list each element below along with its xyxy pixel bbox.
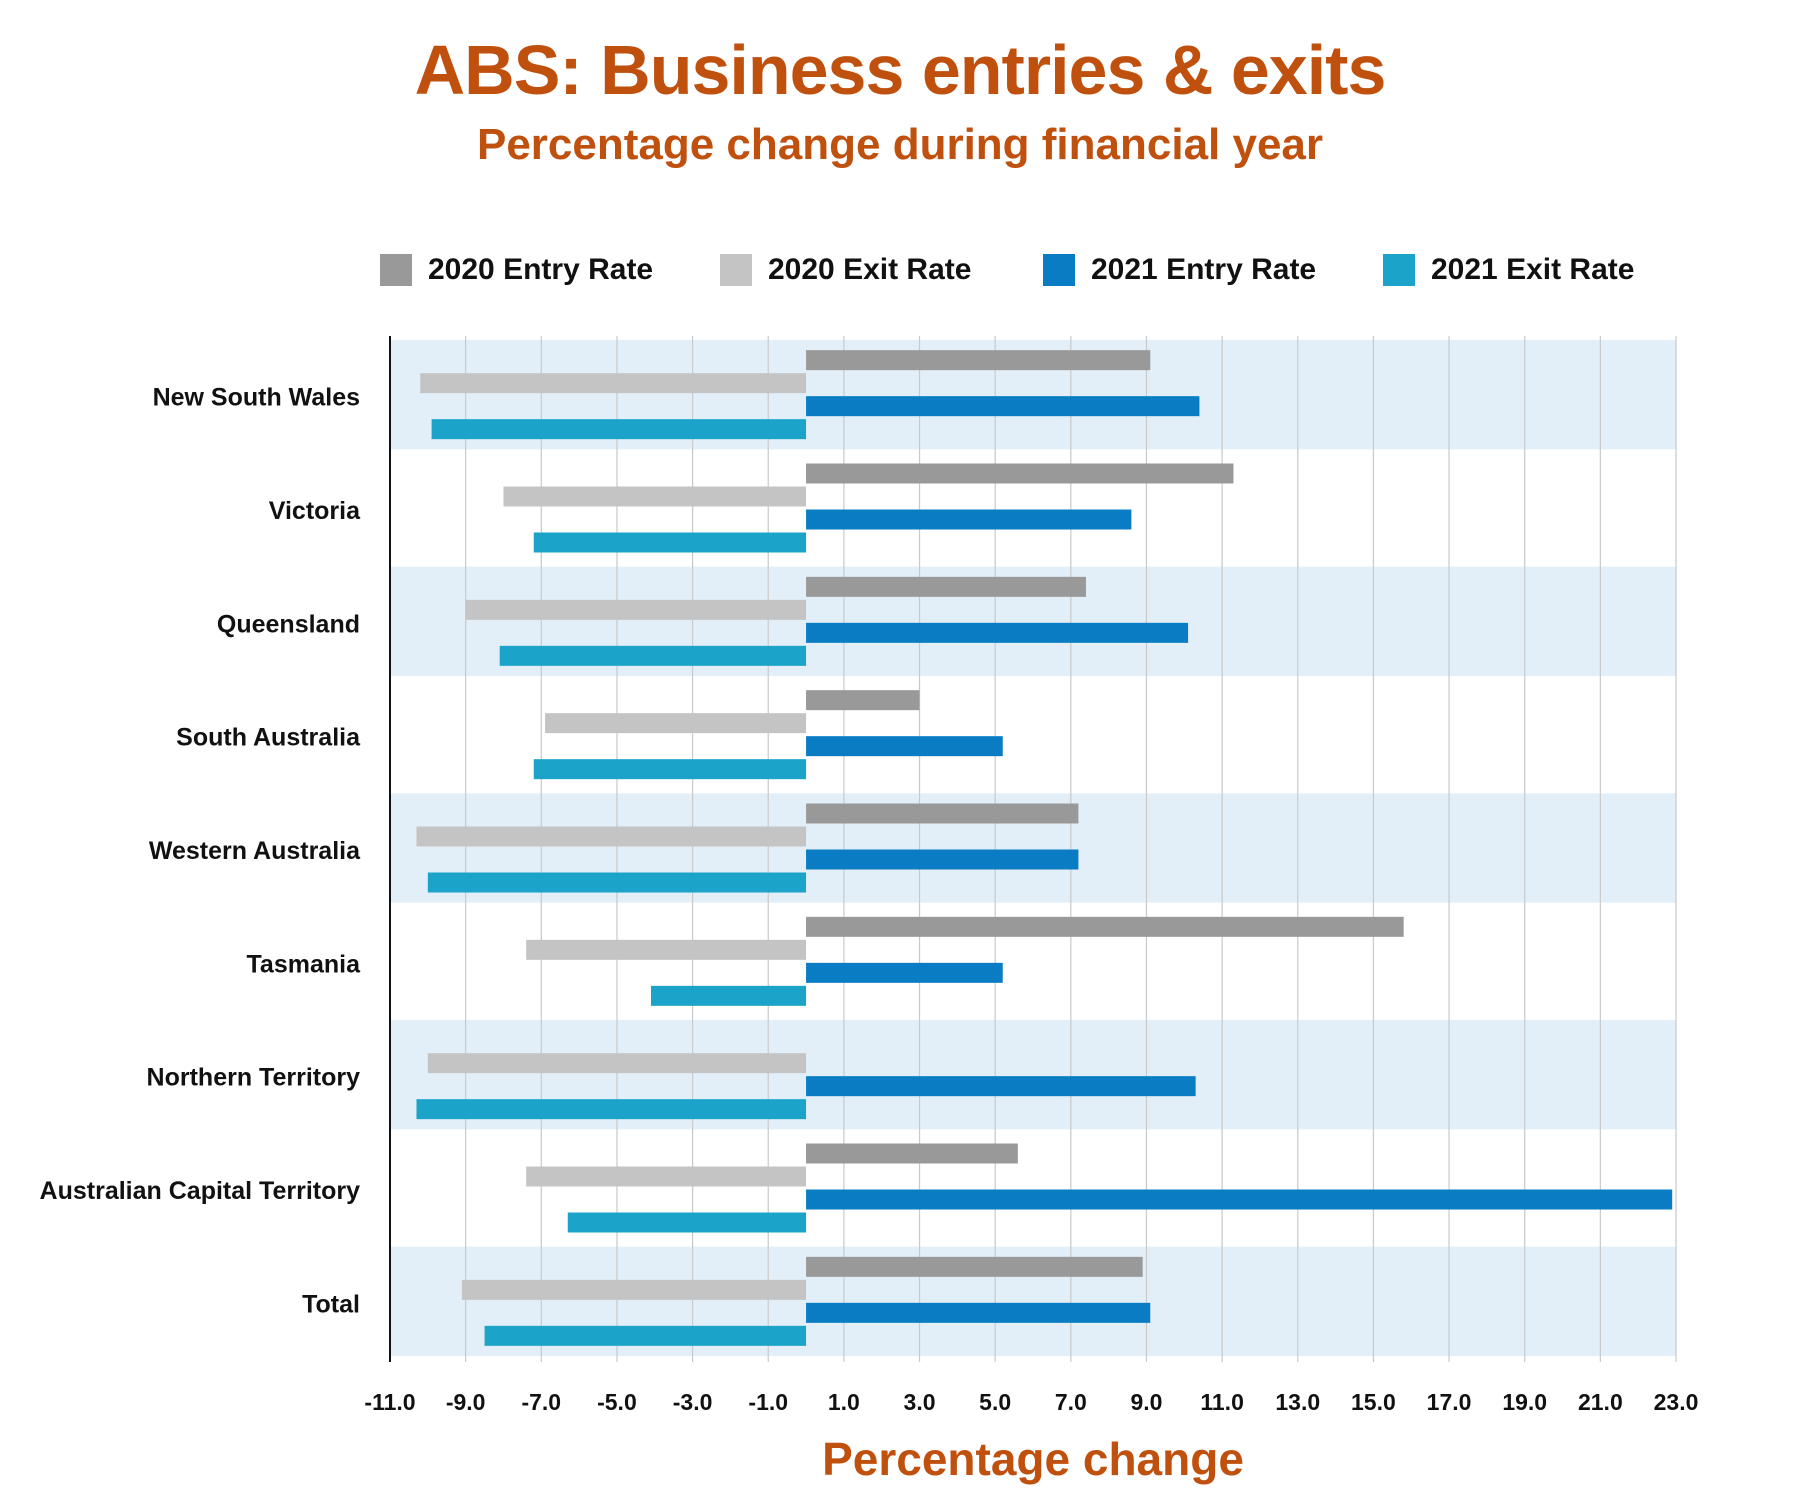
x-tick-label-19-0: 19.0 <box>1502 1389 1547 1415</box>
bar-tasmania-2020-entry-rate <box>806 916 1404 937</box>
bar-new-south-wales-2020-exit-rate <box>420 373 807 394</box>
legend-label-2021-exit: 2021 Exit Rate <box>1431 253 1635 286</box>
bar-queensland-2021-exit-rate <box>499 645 807 666</box>
legend-swatch-2020-exit <box>720 254 752 286</box>
bar-victoria-2021-entry-rate <box>806 509 1132 530</box>
bar-queensland-2020-entry-rate <box>806 576 1086 597</box>
bar-queensland-2021-entry-rate <box>806 622 1189 643</box>
x-tick-label-13-0: 13.0 <box>1275 1389 1320 1415</box>
bar-south-australia-2020-entry-rate <box>806 690 920 711</box>
bar-western-australia-2020-exit-rate <box>416 826 807 847</box>
x-tick-label--7-0: -7.0 <box>521 1389 561 1415</box>
bar-western-australia-2020-entry-rate <box>806 803 1079 824</box>
legend-label-2021-entry: 2021 Entry Rate <box>1091 253 1317 286</box>
bar-total-2020-entry-rate <box>806 1256 1143 1277</box>
category-label-queensland: Queensland <box>217 610 360 638</box>
bar-victoria-2020-entry-rate <box>806 463 1234 484</box>
bar-new-south-wales-2021-entry-rate <box>806 396 1200 417</box>
legend-item-2021-exit: 2021 Exit Rate <box>1383 250 1634 290</box>
bar-south-australia-2021-entry-rate <box>806 736 1003 757</box>
bar-victoria-2020-exit-rate <box>503 486 807 507</box>
bar-western-australia-2021-exit-rate <box>427 872 807 893</box>
category-label-western-australia: Western Australia <box>149 837 361 865</box>
category-label-northern-territory: Northern Territory <box>147 1064 361 1092</box>
category-label-australian-capital-territory: Australian Capital Territory <box>40 1177 361 1205</box>
x-tick-label-17-0: 17.0 <box>1427 1389 1472 1415</box>
x-tick-label--11-0: -11.0 <box>364 1389 415 1415</box>
legend-swatch-2021-entry <box>1043 254 1075 286</box>
legend: 2020 Entry Rate 2020 Exit Rate 2021 Entr… <box>0 250 1800 290</box>
bar-tasmania-2021-exit-rate <box>650 985 807 1006</box>
x-tick-label--5-0: -5.0 <box>597 1389 637 1415</box>
x-tick-label--1-0: -1.0 <box>748 1389 788 1415</box>
x-tick-label--9-0: -9.0 <box>446 1389 486 1415</box>
x-tick-label-23-0: 23.0 <box>1654 1389 1699 1415</box>
bar-tasmania-2021-entry-rate <box>806 962 1003 983</box>
bar-australian-capital-territory-2021-entry-rate <box>806 1189 1673 1210</box>
x-tick-label-1-0: 1.0 <box>828 1389 860 1415</box>
bar-new-south-wales-2020-entry-rate <box>806 350 1151 371</box>
x-tick-label-3-0: 3.0 <box>904 1389 936 1415</box>
category-label-tasmania: Tasmania <box>247 950 362 978</box>
category-label-new-south-wales: New South Wales <box>153 384 360 412</box>
category-label-victoria: Victoria <box>269 497 361 525</box>
chart-title: ABS: Business entries & exits <box>414 31 1387 109</box>
legend-label-2020-entry: 2020 Entry Rate <box>428 253 654 286</box>
x-tick-label-15-0: 15.0 <box>1351 1389 1396 1415</box>
category-label-total: Total <box>302 1290 360 1318</box>
x-tick-label-21-0: 21.0 <box>1578 1389 1623 1415</box>
bar-northern-territory-2020-exit-rate <box>427 1053 807 1074</box>
legend-swatch-2021-exit <box>1383 254 1415 286</box>
bar-australian-capital-territory-2021-exit-rate <box>567 1212 807 1233</box>
x-tick-label-9-0: 9.0 <box>1130 1389 1162 1415</box>
bar-western-australia-2021-entry-rate <box>806 849 1079 870</box>
x-tick-label-5-0: 5.0 <box>979 1389 1011 1415</box>
x-tick-label--3-0: -3.0 <box>673 1389 713 1415</box>
bar-south-australia-2021-exit-rate <box>533 759 807 780</box>
legend-swatch-2020-entry <box>380 254 412 286</box>
bar-tasmania-2020-exit-rate <box>526 939 807 960</box>
x-tick-label-7-0: 7.0 <box>1055 1389 1087 1415</box>
bar-queensland-2020-exit-rate <box>465 599 807 620</box>
legend-item-2021-entry: 2021 Entry Rate <box>1043 250 1316 290</box>
bar-victoria-2021-exit-rate <box>533 532 807 553</box>
bar-total-2020-exit-rate <box>461 1279 807 1300</box>
bar-new-south-wales-2021-exit-rate <box>431 419 807 440</box>
bar-northern-territory-2021-entry-rate <box>806 1076 1196 1097</box>
bar-australian-capital-territory-2020-exit-rate <box>526 1166 807 1187</box>
legend-item-2020-entry: 2020 Entry Rate <box>380 250 653 290</box>
bar-total-2021-entry-rate <box>806 1302 1151 1323</box>
category-label-south-australia: South Australia <box>176 724 361 752</box>
bar-total-2021-exit-rate <box>484 1325 807 1346</box>
legend-label-2020-exit: 2020 Exit Rate <box>768 253 972 286</box>
x-axis-label: Percentage change <box>822 1433 1244 1485</box>
x-tick-label-11-0: 11.0 <box>1200 1389 1244 1415</box>
bar-australian-capital-territory-2020-entry-rate <box>806 1143 1018 1164</box>
chart-subtitle: Percentage change during financial year <box>476 120 1324 169</box>
bar-south-australia-2020-exit-rate <box>545 713 807 734</box>
bar-northern-territory-2021-exit-rate <box>416 1099 807 1120</box>
legend-item-2020-exit: 2020 Exit Rate <box>720 250 971 290</box>
